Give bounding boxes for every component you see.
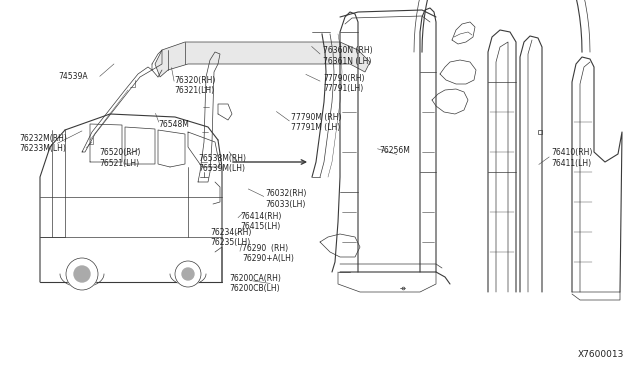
Text: 76360N (RH)
76361N (LH): 76360N (RH) 76361N (LH): [323, 46, 373, 65]
Text: 76414(RH)
76415(LH): 76414(RH) 76415(LH): [240, 212, 282, 231]
Text: 74539A: 74539A: [59, 72, 88, 81]
Text: 76410(RH)
76411(LH): 76410(RH) 76411(LH): [552, 148, 593, 168]
Text: 76520(RH)
76521(LH): 76520(RH) 76521(LH): [99, 148, 141, 168]
Circle shape: [66, 258, 98, 290]
Text: X7600013: X7600013: [578, 350, 624, 359]
Circle shape: [182, 268, 194, 280]
Polygon shape: [155, 42, 370, 77]
Text: 77790M (RH)
77791M (LH): 77790M (RH) 77791M (LH): [291, 113, 342, 132]
Text: 76290  (RH)
76290+A(LH): 76290 (RH) 76290+A(LH): [242, 244, 294, 263]
Circle shape: [74, 266, 90, 282]
Text: 76538M(RH)
76539M(LH): 76538M(RH) 76539M(LH): [198, 154, 246, 173]
Text: 76032(RH)
76033(LH): 76032(RH) 76033(LH): [266, 189, 307, 209]
Text: 76320(RH)
76321(LH): 76320(RH) 76321(LH): [174, 76, 216, 95]
Text: 76234(RH)
76235(LH): 76234(RH) 76235(LH): [210, 228, 252, 247]
Text: 76256M: 76256M: [379, 146, 410, 155]
Circle shape: [175, 261, 201, 287]
Text: 76232M(RH)
76233M(LH): 76232M(RH) 76233M(LH): [19, 134, 67, 153]
Text: 76200CA(RH)
76200CB(LH): 76200CA(RH) 76200CB(LH): [229, 274, 281, 293]
Text: 76548M: 76548M: [159, 120, 189, 129]
Text: 77790(RH)
77791(LH): 77790(RH) 77791(LH): [323, 74, 365, 93]
